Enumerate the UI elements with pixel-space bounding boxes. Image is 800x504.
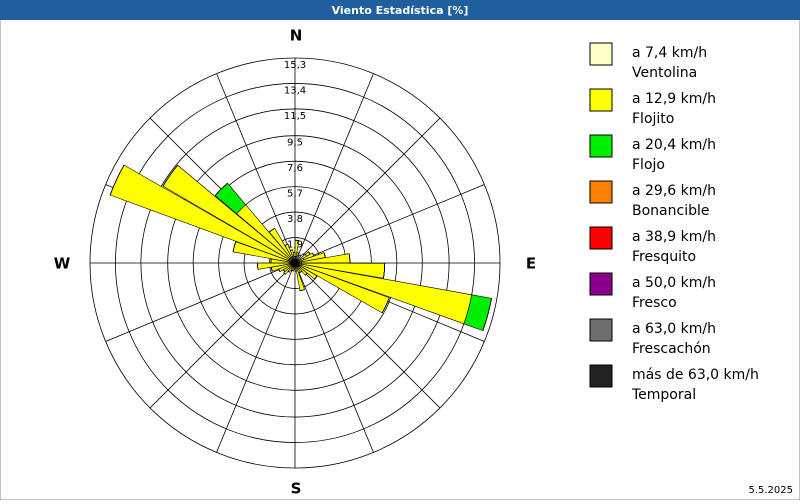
legend-speed: a 29,6 km/h bbox=[632, 183, 716, 199]
legend-speed: a 50,0 km/h bbox=[632, 275, 716, 291]
legend-swatch bbox=[590, 43, 612, 65]
legend-label: Fresco bbox=[632, 295, 677, 311]
legend-speed: a 20,4 km/h bbox=[632, 137, 716, 153]
y-tick-label: 7,6 bbox=[287, 163, 303, 174]
y-tick-label: 5,7 bbox=[287, 189, 303, 200]
compass-label: S bbox=[291, 480, 302, 498]
compass-label: W bbox=[54, 255, 71, 273]
legend-swatch bbox=[590, 227, 612, 249]
legend-speed: a 63,0 km/h bbox=[632, 321, 716, 337]
legend-swatch bbox=[590, 365, 612, 387]
legend-swatch bbox=[590, 89, 612, 111]
compass-label: E bbox=[526, 255, 536, 273]
y-tick-label: 9,5 bbox=[287, 138, 303, 149]
legend-speed: a 12,9 km/h bbox=[632, 91, 716, 107]
y-tick-label: 1,9 bbox=[287, 240, 303, 251]
legend-label: Temporal bbox=[631, 387, 696, 403]
legend-label: Flojito bbox=[632, 111, 674, 127]
legend-swatch bbox=[590, 181, 612, 203]
legend-label: Bonancible bbox=[632, 203, 709, 219]
legend-speed: a 38,9 km/h bbox=[632, 229, 716, 245]
legend-speed: a 7,4 km/h bbox=[632, 45, 707, 61]
legend-label: Ventolina bbox=[632, 65, 697, 81]
legend-swatch bbox=[590, 135, 612, 157]
legend-swatch bbox=[590, 319, 612, 341]
compass-label: N bbox=[290, 27, 303, 45]
y-tick-label: 11,5 bbox=[284, 111, 306, 122]
legend-swatch bbox=[590, 273, 612, 295]
y-tick-label: 3,8 bbox=[287, 214, 303, 225]
date: 5.5.2025 bbox=[748, 485, 793, 496]
y-tick-label: 13,4 bbox=[284, 85, 306, 96]
chart-title: Viento Estadística [%] bbox=[332, 4, 469, 17]
legend-label: Frescachón bbox=[632, 341, 711, 357]
y-tick-label: 15,3 bbox=[284, 60, 306, 71]
legend-label: Flojo bbox=[632, 157, 665, 173]
legend-label: Fresquito bbox=[632, 249, 696, 265]
legend-speed: más de 63,0 km/h bbox=[632, 367, 759, 383]
